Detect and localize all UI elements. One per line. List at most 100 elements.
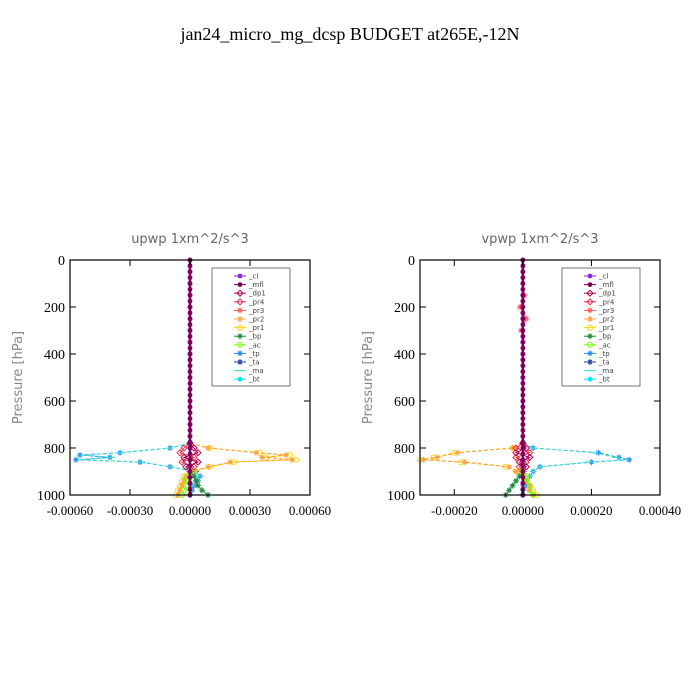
marker-mfl bbox=[187, 298, 193, 304]
marker-pr2 bbox=[289, 456, 295, 463]
marker-mfl bbox=[520, 463, 526, 469]
legend-item-pr1: _pr1 bbox=[584, 324, 614, 332]
legend-item-pr3: _pr3 bbox=[584, 307, 614, 315]
marker-tp bbox=[615, 454, 622, 461]
marker-mfl bbox=[187, 433, 193, 439]
legend-item-ac: _ac bbox=[234, 341, 261, 349]
marker-mfl bbox=[520, 398, 526, 404]
legend-item-pr2: _pr2 bbox=[234, 316, 264, 324]
y-tick-label: 200 bbox=[44, 301, 65, 316]
marker-pr2 bbox=[205, 445, 211, 451]
panels: upwp 1xm^2/s^3 Pressure [hPa] 0 200 400 600 80… bbox=[11, 232, 681, 518]
y-tick-label: 600 bbox=[44, 395, 65, 410]
marker-pr2 bbox=[205, 463, 211, 470]
marker-mfl bbox=[187, 363, 193, 369]
y-tick-label: 0 bbox=[58, 254, 65, 269]
marker-pr4 bbox=[512, 444, 520, 452]
chart-panel-2: vpwp 1xm^2/s^3 Pressure [hPa] 0 200 400 600 80… bbox=[361, 232, 681, 518]
marker-mfl bbox=[237, 282, 243, 287]
legend-label: _dp1 bbox=[248, 290, 266, 298]
marker-mfl bbox=[520, 375, 526, 380]
marker-mfl bbox=[187, 404, 193, 410]
legend: _cl_mfl_dp1_pr4_pr3_pr2_pr1_bp_ac_tp_ta_… bbox=[561, 267, 641, 387]
marker-bp bbox=[199, 487, 205, 494]
marker-mfl bbox=[520, 304, 526, 310]
x-tick-label: -0.00030 bbox=[107, 503, 154, 518]
marker-mfl bbox=[520, 474, 526, 480]
marker-mfl bbox=[187, 463, 193, 469]
marker-mfl bbox=[520, 298, 526, 304]
marker-mfl bbox=[187, 416, 193, 422]
y-axis-label: Pressure [hPa] bbox=[11, 331, 26, 424]
legend-item-pr2: _pr2 bbox=[584, 316, 614, 324]
y-tick-label: 800 bbox=[44, 442, 65, 457]
legend-label: _dp1 bbox=[598, 290, 616, 298]
y-tick-label: 1000 bbox=[37, 489, 65, 504]
marker-pr4 bbox=[586, 298, 594, 306]
x-tick-label: 0.00060 bbox=[289, 503, 331, 518]
marker-pr2 bbox=[283, 452, 289, 459]
marker-bp bbox=[191, 473, 197, 480]
marker-bp bbox=[195, 482, 201, 489]
marker-pr2 bbox=[506, 463, 513, 470]
marker-mfl bbox=[520, 286, 526, 292]
y-tick-label: 1000 bbox=[387, 489, 415, 504]
marker-mfl bbox=[187, 339, 193, 345]
figure-title: jan24_micro_mg_dcsp BUDGET at265E,-12N bbox=[179, 24, 519, 44]
marker-tp bbox=[73, 456, 79, 463]
marker-mfl bbox=[520, 451, 526, 457]
marker-mfl bbox=[187, 281, 193, 286]
marker-mfl bbox=[520, 292, 526, 298]
x-tick-label: 0.00000 bbox=[169, 503, 211, 518]
marker-tp bbox=[595, 449, 602, 456]
marker-dp1 bbox=[512, 448, 520, 457]
marker-mfl bbox=[520, 469, 526, 474]
marker-mfl bbox=[520, 380, 526, 386]
marker-mfl bbox=[187, 439, 193, 445]
marker-mfl bbox=[187, 316, 193, 322]
series-markers-mfl bbox=[520, 257, 526, 498]
marker-pr2 bbox=[461, 459, 468, 466]
y-tick-label: 400 bbox=[394, 348, 415, 363]
legend-label: _ta bbox=[598, 359, 610, 367]
marker-pr3 bbox=[587, 307, 593, 314]
legend-label: _bp bbox=[598, 333, 612, 341]
marker-mfl bbox=[520, 339, 526, 345]
marker-pr4 bbox=[176, 448, 184, 457]
marker-tp bbox=[587, 350, 593, 357]
legend-item-mfl: _mfl bbox=[234, 281, 264, 289]
marker-pr3 bbox=[237, 307, 243, 314]
legend-item-tp: _tp bbox=[234, 350, 260, 358]
marker-pr2 bbox=[177, 487, 183, 494]
legend-label: _pr2 bbox=[598, 316, 614, 324]
marker-bp bbox=[509, 482, 516, 489]
legend-label: _cl bbox=[598, 273, 608, 281]
marker-mfl bbox=[520, 427, 526, 433]
marker-mfl bbox=[187, 275, 193, 281]
legend-item-ma: _ma bbox=[234, 367, 264, 375]
legend-item-bt: _bt bbox=[234, 376, 260, 384]
marker-mfl bbox=[187, 333, 193, 339]
marker-pr2 bbox=[253, 449, 259, 456]
marker-dp1 bbox=[180, 453, 188, 462]
legend-item-bt: _bt bbox=[584, 376, 610, 384]
marker-pr4 bbox=[180, 444, 188, 452]
legend-label: _mfl bbox=[248, 281, 264, 289]
marker-pr2 bbox=[227, 459, 233, 466]
chart-title: upwp 1xm^2/s^3 bbox=[131, 232, 249, 247]
marker-dp1 bbox=[194, 448, 202, 457]
marker-mfl bbox=[187, 392, 193, 398]
marker-mfl bbox=[520, 439, 526, 445]
legend-label: _pr2 bbox=[248, 316, 264, 324]
marker-mfl bbox=[187, 351, 193, 357]
marker-mfl bbox=[187, 304, 193, 310]
marker-mfl bbox=[520, 404, 526, 410]
marker-pr4 bbox=[512, 453, 520, 462]
marker-mfl bbox=[520, 410, 526, 416]
legend-label: _ac bbox=[598, 341, 611, 349]
y-axis-label: Pressure [hPa] bbox=[361, 331, 376, 424]
marker-mfl bbox=[520, 457, 526, 463]
marker-mfl bbox=[520, 269, 526, 275]
y-tick-label: 200 bbox=[394, 301, 415, 316]
